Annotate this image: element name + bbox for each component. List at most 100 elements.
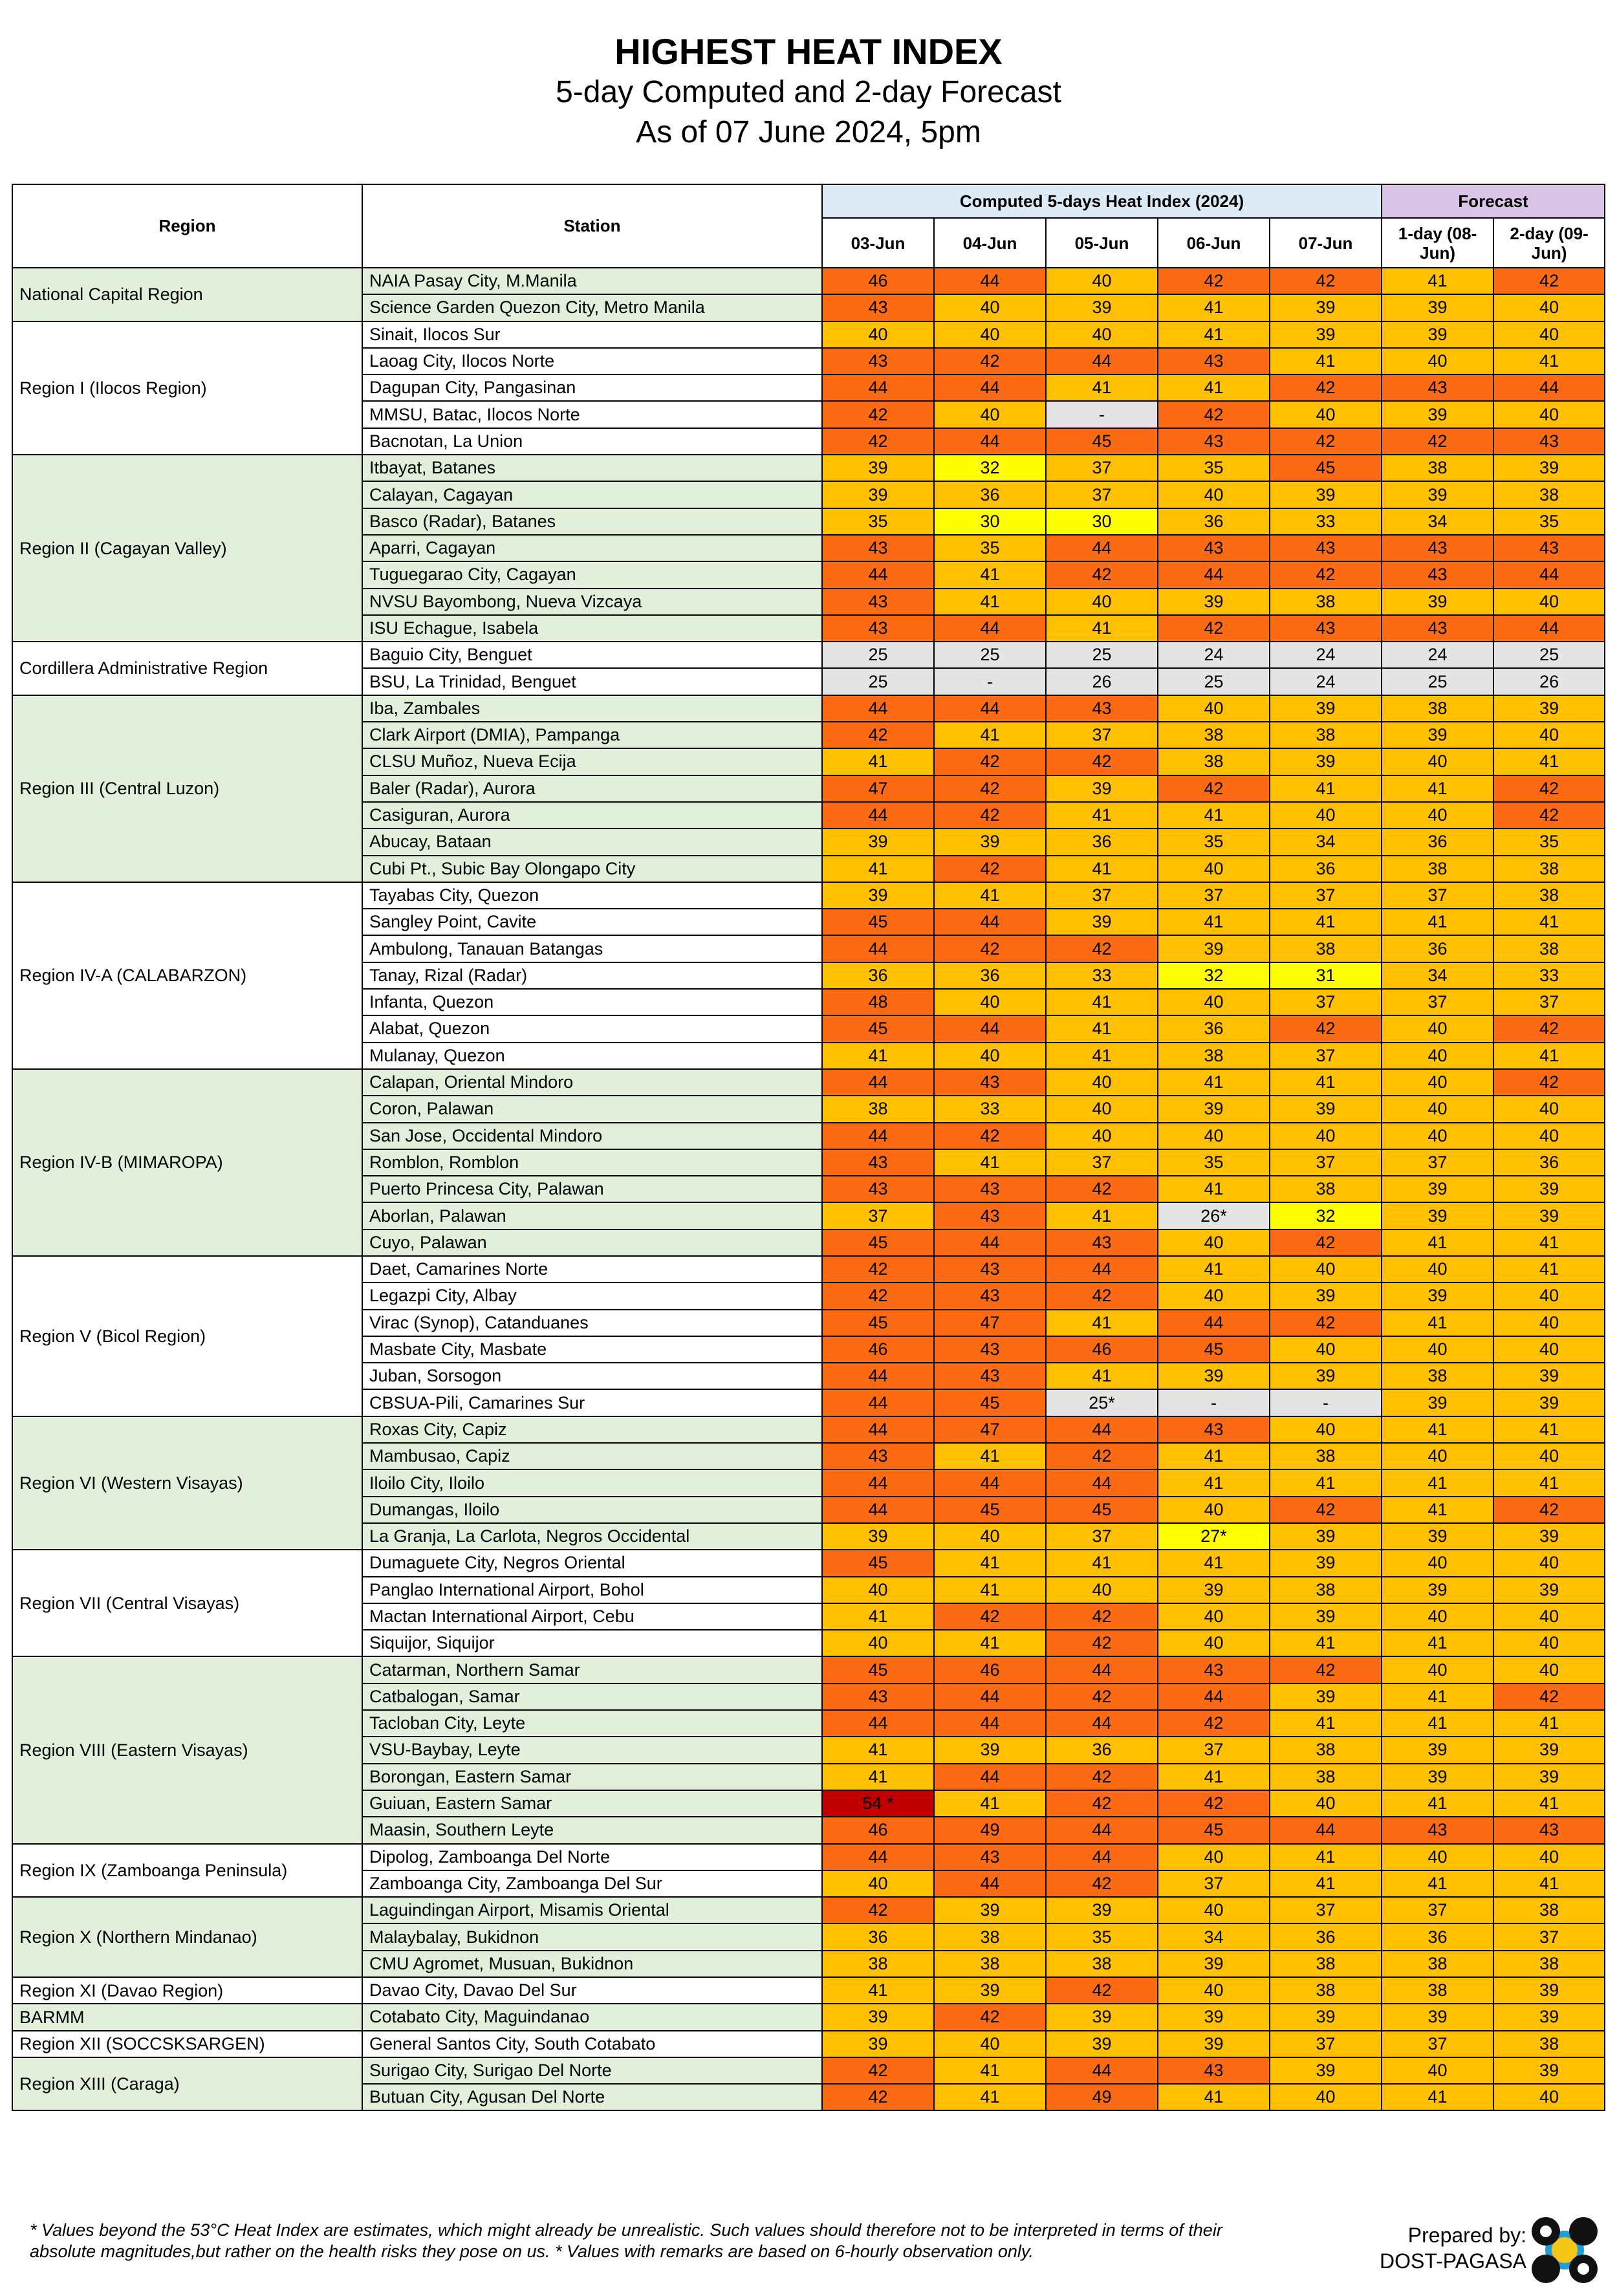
- value-cell: 38: [1381, 1362, 1495, 1391]
- value-cell: 37: [1268, 988, 1383, 1017]
- value-cell: 38: [1381, 1976, 1495, 2005]
- station-row: Mambusao, Capiz 43 41 42 41 38 40 40: [12, 1442, 1606, 1471]
- station-row: Malaybalay, Bukidnon 36 38 35 34 36 36 37: [12, 1923, 1606, 1951]
- station-row: Region X (Northern Mindanao) Laguindingan…: [12, 1896, 1606, 1978]
- value-cell: 25: [1045, 641, 1158, 669]
- table-body: National Capital Region NAIA Pasay City, …: [12, 266, 1606, 2112]
- station-row: Infanta, Quezon 48 40 41 40 37 37 37: [12, 988, 1606, 1017]
- value-cell: 41: [933, 561, 1047, 589]
- value-cell: 41: [1493, 1709, 1606, 1738]
- value-cell: 39: [1045, 294, 1158, 322]
- station-row: Tacloban City, Leyte 44 44 44 42 41 41 41: [12, 1709, 1606, 1738]
- value-cell: 43: [1268, 614, 1383, 643]
- logo-dot: [1578, 2263, 1589, 2275]
- value-cell: 36: [1493, 1148, 1606, 1177]
- station-row: Zamboanga City, Zamboanga Del Sur 40 44 42 3…: [12, 1869, 1606, 1898]
- value-cell: 40: [933, 2030, 1047, 2058]
- value-cell: 41: [1157, 374, 1270, 402]
- value-cell: 43: [1493, 1816, 1606, 1845]
- value-cell: 40: [1157, 1976, 1270, 2005]
- value-cell: 41: [1381, 774, 1495, 803]
- station-cell: Tayabas City, Quezon: [362, 881, 823, 910]
- station-cell: Basco (Radar), Batanes: [362, 507, 823, 536]
- value-cell: 39: [1157, 1576, 1270, 1604]
- value-cell: 39: [1493, 1362, 1606, 1391]
- value-cell: 40: [933, 320, 1047, 349]
- value-cell: 40: [1381, 347, 1495, 376]
- agency: DOST-PAGASA: [1379, 2249, 1526, 2273]
- value-cell: 37: [1268, 1041, 1383, 1070]
- value-cell: 41: [1157, 801, 1270, 830]
- value-cell: 44: [1493, 614, 1606, 643]
- region-cell: Region IV-A (CALABARZON): [12, 881, 363, 1070]
- station-cell: Tacloban City, Leyte: [362, 1709, 823, 1738]
- station-row: Panglao International Airport, Bohol 40 41…: [12, 1576, 1606, 1604]
- value-cell: 41: [1381, 1469, 1495, 1497]
- station-cell: Dipolog, Zamboanga Del Norte: [362, 1843, 823, 1871]
- value-cell: 42: [1157, 1709, 1270, 1738]
- value-cell: 41: [933, 587, 1047, 616]
- value-cell: 41: [821, 1602, 935, 1631]
- value-cell: 40: [1381, 1335, 1495, 1364]
- value-cell: 41: [1381, 1495, 1495, 1524]
- station-cell: VSU-Baybay, Leyte: [362, 1736, 823, 1764]
- value-cell: 38: [1381, 694, 1495, 723]
- value-cell: 36: [821, 1923, 935, 1951]
- value-cell: 40: [821, 1576, 935, 1604]
- value-cell: 41: [1493, 1469, 1606, 1497]
- station-cell: Catbalogan, Samar: [362, 1682, 823, 1711]
- value-cell: 44: [821, 561, 935, 589]
- value-cell: 35: [1045, 1923, 1158, 1951]
- station-cell: Dagupan City, Pangasinan: [362, 374, 823, 402]
- value-cell: 39: [1045, 774, 1158, 803]
- value-cell: 39: [933, 828, 1047, 856]
- value-cell: 44: [821, 1389, 935, 1417]
- station-cell: Sinait, Ilocos Sur: [362, 320, 823, 349]
- value-cell: 45: [1268, 454, 1383, 482]
- value-cell: 43: [821, 1175, 935, 1204]
- value-cell: 38: [1493, 1949, 1606, 1978]
- value-cell: 41: [1157, 1469, 1270, 1497]
- station-row: Region I (Ilocos Region) Sinait, Ilocos S…: [12, 320, 1606, 456]
- value-cell: 36: [1157, 507, 1270, 536]
- value-cell: 40: [1157, 694, 1270, 723]
- station-row: Aparri, Cagayan 43 35 44 43 43 43 43: [12, 534, 1606, 563]
- value-cell: 43: [1381, 561, 1495, 589]
- station-row: Casiguran, Aurora 44 42 41 41 40 40 42: [12, 801, 1606, 830]
- station-row: Region IV-B (MIMAROPA) Calapan, Oriental …: [12, 1068, 1606, 1257]
- value-cell: 40: [1381, 1656, 1495, 1684]
- value-cell: 31: [1268, 961, 1383, 990]
- date-header: 1-day (08-Jun): [1381, 217, 1495, 268]
- value-cell: 36: [1381, 1923, 1495, 1951]
- value-cell: 38: [933, 1923, 1047, 1951]
- value-cell: 40: [1381, 748, 1495, 776]
- value-cell: 37: [1045, 481, 1158, 509]
- value-cell: 39: [1268, 2003, 1383, 2031]
- value-cell: 41: [821, 1736, 935, 1764]
- station-cell: Borongan, Eastern Samar: [362, 1762, 823, 1791]
- station-row: Maasin, Southern Leyte 46 49 44 45 44 43 43: [12, 1816, 1606, 1845]
- station-row: Region IV-A (CALABARZON) Tayabas City, Qu…: [12, 881, 1606, 1070]
- value-cell: 30: [1045, 507, 1158, 536]
- value-cell: 25: [1381, 667, 1495, 696]
- value-cell: 39: [1268, 1095, 1383, 1123]
- value-cell: 44: [1045, 347, 1158, 376]
- heat-index-table: Region Station Computed 5-days Heat Inde…: [12, 184, 1606, 2112]
- value-cell: 41: [1045, 988, 1158, 1017]
- value-cell: 39: [821, 881, 935, 910]
- value-cell: -: [933, 667, 1047, 696]
- station-row: Region XI (Davao Region) Davao City, Dava…: [12, 1976, 1606, 2005]
- station-cell: General Santos City, South Cotabato: [362, 2030, 823, 2058]
- region-cell: Cordillera Administrative Region: [12, 641, 363, 696]
- value-cell: 39: [821, 2003, 935, 2031]
- station-row: Abucay, Bataan 39 39 36 35 34 36 35: [12, 828, 1606, 856]
- value-cell: 38: [1381, 854, 1495, 883]
- station-row: Siquijor, Siquijor 40 41 42 40 41 41 40: [12, 1629, 1606, 1658]
- value-cell: -: [1157, 1389, 1270, 1417]
- value-cell: 42: [1381, 427, 1495, 456]
- value-cell: 39: [1381, 2003, 1495, 2031]
- value-cell: 40: [1381, 1041, 1495, 1070]
- station-row: Romblon, Romblon 43 41 37 35 37 37 36: [12, 1148, 1606, 1177]
- value-cell: 44: [821, 374, 935, 402]
- value-cell: 38: [1157, 1041, 1270, 1070]
